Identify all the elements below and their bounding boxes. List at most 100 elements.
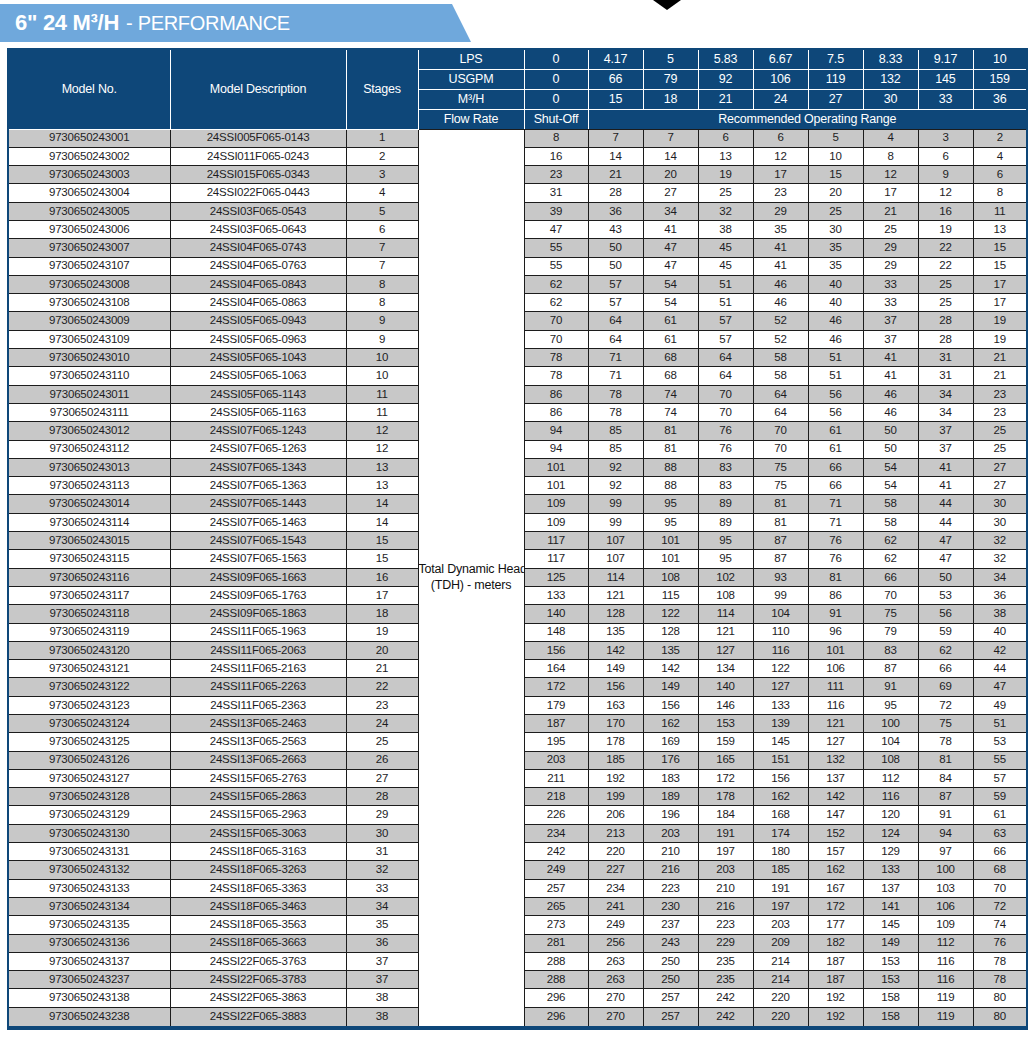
model-no-cell: 9730650243015 <box>8 532 170 550</box>
tdh-value-cell: 185 <box>753 861 808 879</box>
tdh-value-cell: 52 <box>753 312 808 330</box>
shut-off-value-cell: 195 <box>524 733 588 751</box>
table-body: 973065024300124SSI005F065-01431Total Dyn… <box>8 129 1027 1028</box>
model-no-cell: 9730650243117 <box>8 586 170 604</box>
tdh-value-cell: 116 <box>918 971 973 989</box>
tdh-value-cell: 32 <box>698 202 753 220</box>
shut-off-value-cell: 109 <box>524 513 588 531</box>
tdh-value-cell: 129 <box>863 843 918 861</box>
tdh-value-cell: 78 <box>973 971 1027 989</box>
tdh-value-cell: 46 <box>753 275 808 293</box>
tdh-value-cell: 78 <box>918 733 973 751</box>
model-no-cell: 9730650243118 <box>8 605 170 623</box>
tdh-value-cell: 19 <box>973 330 1027 348</box>
model-no-cell: 9730650243114 <box>8 513 170 531</box>
stages-cell: 20 <box>346 641 418 659</box>
tdh-value-cell: 6 <box>698 129 753 147</box>
flow-value-cell: 5 <box>643 49 698 69</box>
tdh-value-cell: 44 <box>918 513 973 531</box>
model-description-cell: 24SSI11F065-1963 <box>170 623 346 641</box>
tdh-value-cell: 101 <box>643 550 698 568</box>
tdh-value-cell: 135 <box>588 623 643 641</box>
tdh-value-cell: 57 <box>698 312 753 330</box>
tdh-value-cell: 156 <box>753 769 808 787</box>
tdh-value-cell: 139 <box>753 715 808 733</box>
tdh-value-cell: 162 <box>643 715 698 733</box>
tdh-value-cell: 97 <box>918 843 973 861</box>
tdh-value-cell: 70 <box>698 403 753 421</box>
tdh-value-cell: 229 <box>698 934 753 952</box>
tdh-value-cell: 61 <box>808 422 863 440</box>
model-no-cell: 9730650243012 <box>8 422 170 440</box>
stages-cell: 38 <box>346 1007 418 1028</box>
tdh-value-cell: 223 <box>698 916 753 934</box>
tdh-value-cell: 47 <box>973 678 1027 696</box>
shut-off-value-cell: 148 <box>524 623 588 641</box>
tdh-value-cell: 56 <box>918 605 973 623</box>
tdh-merged-cell: Total Dynamic Head(TDH) - meters <box>418 129 524 1028</box>
tdh-value-cell: 68 <box>643 367 698 385</box>
tdh-value-cell: 209 <box>753 934 808 952</box>
model-description-cell: 24SSI05F065-1143 <box>170 385 346 403</box>
tdh-value-cell: 7 <box>588 129 643 147</box>
tdh-value-cell: 53 <box>918 586 973 604</box>
model-description-cell: 24SSI15F065-2963 <box>170 806 346 824</box>
tdh-value-cell: 241 <box>588 897 643 915</box>
tdh-value-cell: 64 <box>698 349 753 367</box>
tdh-value-cell: 153 <box>698 715 753 733</box>
tdh-value-cell: 99 <box>753 586 808 604</box>
tdh-value-cell: 17 <box>973 294 1027 312</box>
tdh-value-cell: 124 <box>863 824 918 842</box>
model-description-cell: 24SSI04F065-0843 <box>170 275 346 293</box>
stages-cell: 11 <box>346 385 418 403</box>
model-no-cell: 9730650243128 <box>8 788 170 806</box>
tdh-value-cell: 116 <box>808 696 863 714</box>
tdh-value-cell: 2 <box>973 129 1027 147</box>
shut-off-value-cell: 101 <box>524 477 588 495</box>
tdh-value-cell: 115 <box>643 586 698 604</box>
stages-cell: 12 <box>346 440 418 458</box>
tdh-value-cell: 145 <box>753 733 808 751</box>
tdh-value-cell: 46 <box>808 330 863 348</box>
tdh-value-cell: 9 <box>918 166 973 184</box>
tdh-value-cell: 85 <box>588 440 643 458</box>
tdh-value-cell: 75 <box>918 715 973 733</box>
tdh-value-cell: 25 <box>863 220 918 238</box>
model-description-cell: 24SSI05F065-1063 <box>170 367 346 385</box>
tdh-value-cell: 220 <box>588 843 643 861</box>
tdh-value-cell: 100 <box>863 715 918 733</box>
tdh-value-cell: 149 <box>863 934 918 952</box>
tdh-value-cell: 50 <box>863 422 918 440</box>
tdh-value-cell: 187 <box>808 971 863 989</box>
tdh-value-cell: 153 <box>863 952 918 970</box>
tdh-value-cell: 51 <box>808 367 863 385</box>
tdh-value-cell: 111 <box>808 678 863 696</box>
tdh-value-cell: 81 <box>753 495 808 513</box>
flow-value-cell: 5.83 <box>698 49 753 69</box>
model-description-cell: 24SSI05F065-1163 <box>170 403 346 421</box>
model-no-cell: 9730650243010 <box>8 349 170 367</box>
tdh-value-cell: 127 <box>698 641 753 659</box>
model-description-cell: 24SSI05F065-0943 <box>170 312 346 330</box>
tdh-value-cell: 51 <box>698 294 753 312</box>
stages-cell: 10 <box>346 349 418 367</box>
tdh-value-cell: 192 <box>808 989 863 1007</box>
model-description-cell: 24SSI04F065-0743 <box>170 239 346 257</box>
tdh-value-cell: 101 <box>643 532 698 550</box>
tdh-value-cell: 132 <box>808 751 863 769</box>
model-description-cell: 24SSI18F065-3463 <box>170 897 346 915</box>
tdh-value-cell: 58 <box>753 349 808 367</box>
model-description-cell: 24SSI07F065-1463 <box>170 513 346 531</box>
tdh-value-cell: 45 <box>698 257 753 275</box>
tdh-value-cell: 134 <box>698 660 753 678</box>
tdh-value-cell: 19 <box>973 312 1027 330</box>
stages-cell: 29 <box>346 806 418 824</box>
tdh-value-cell: 66 <box>973 843 1027 861</box>
tdh-value-cell: 50 <box>588 239 643 257</box>
tdh-value-cell: 87 <box>753 532 808 550</box>
shut-off-value-cell: 70 <box>524 312 588 330</box>
tdh-value-cell: 112 <box>863 769 918 787</box>
stages-cell: 18 <box>346 605 418 623</box>
tdh-value-cell: 80 <box>973 989 1027 1007</box>
model-description-cell: 24SSI18F065-3363 <box>170 879 346 897</box>
